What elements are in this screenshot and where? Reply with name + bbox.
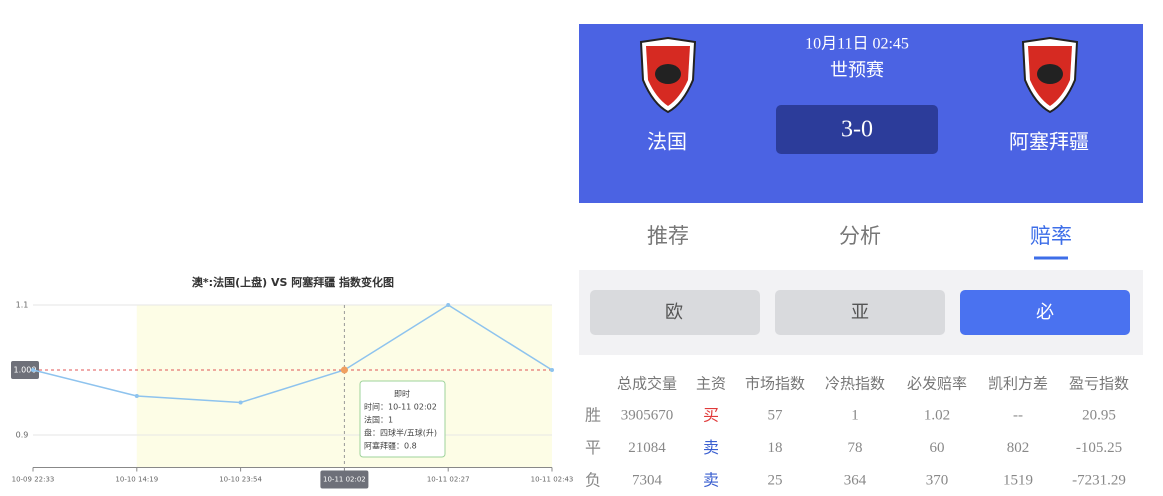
table-cell: 胜 xyxy=(585,406,601,425)
tooltip-line: 阿塞拜疆：0.8 xyxy=(364,441,417,451)
tab[interactable]: 推荐 xyxy=(647,224,689,248)
table-cell: 78 xyxy=(848,440,863,456)
tooltip-line: 时间：10-11 02:02 xyxy=(364,402,437,412)
tooltip-line: 即时 xyxy=(394,389,410,399)
tooltip-line: 盘：四球半/五球(升) xyxy=(364,428,437,438)
home-team: 法国 xyxy=(647,130,687,154)
table-cell: -105.25 xyxy=(1076,440,1122,456)
x-tick-label: 10-10 23:54 xyxy=(219,476,262,484)
table-cell: 1.02 xyxy=(924,407,950,423)
score: 3-0 xyxy=(841,117,873,143)
table-cell: 802 xyxy=(1007,440,1030,456)
series-line xyxy=(32,304,553,404)
table-cell: 7304 xyxy=(632,472,663,488)
table-cell: 20.95 xyxy=(1082,407,1116,423)
pointer-y-label: 1.000 xyxy=(14,366,37,375)
odds-type-button[interactable] xyxy=(590,290,760,335)
table-cell: 370 xyxy=(926,472,949,488)
highlight-band xyxy=(136,305,553,468)
table-cell: 负 xyxy=(585,471,601,490)
odds-type-label[interactable]: 必 xyxy=(1036,302,1054,323)
tooltip xyxy=(359,380,446,458)
table-header: 市场指数 xyxy=(745,375,805,393)
odds-type-label[interactable]: 欧 xyxy=(665,302,683,323)
data-point xyxy=(340,366,348,374)
match-datetime: 10月11日 02:45 xyxy=(805,36,909,53)
x-tick-label: 10-11 02:27 xyxy=(427,476,470,484)
table-cell: 3905670 xyxy=(621,407,674,423)
competition: 世预赛 xyxy=(830,60,884,81)
x-tick-label: 10-09 22:33 xyxy=(12,476,55,484)
table-cell: 买 xyxy=(703,406,719,425)
away-logo xyxy=(1021,36,1079,114)
odds-type-button[interactable] xyxy=(960,290,1130,335)
home-logo xyxy=(639,36,697,114)
data-point xyxy=(446,303,451,307)
table-header: 凯利方差 xyxy=(988,375,1048,393)
data-point xyxy=(550,368,554,372)
table-cell: 1519 xyxy=(1003,472,1033,488)
table-cell: -7231.29 xyxy=(1072,472,1126,488)
x-tick-label: 10-11 02:02 xyxy=(323,476,366,484)
table-cell: 卖 xyxy=(703,438,719,457)
away-team: 阿塞拜疆 xyxy=(1009,130,1089,154)
x-tick-label: 10-10 14:19 xyxy=(115,476,158,484)
table-cell: 60 xyxy=(930,440,945,456)
odds-type-button[interactable] xyxy=(775,290,945,335)
chart-title: 澳*:法国(上盘) VS 阿塞拜疆 指数变化图 xyxy=(192,275,394,289)
tooltip-line: 法国：1 xyxy=(364,415,393,425)
data-point xyxy=(134,394,139,398)
table-cell: 卖 xyxy=(703,471,719,490)
table-header: 盈亏指数 xyxy=(1069,375,1129,393)
data-point xyxy=(31,368,35,372)
table-cell: 平 xyxy=(585,438,601,457)
table-cell: -- xyxy=(1013,407,1023,423)
pointer-x-box xyxy=(320,470,369,489)
table-cell: 21084 xyxy=(628,440,666,456)
x-tick-label: 10-11 02:43 xyxy=(531,476,574,484)
tab[interactable]: 分析 xyxy=(839,224,881,248)
odds-type-label[interactable]: 亚 xyxy=(851,302,869,323)
table-cell: 57 xyxy=(768,407,784,423)
y-tick-label: 1.1 xyxy=(16,301,29,310)
data-point xyxy=(238,400,243,405)
score-box xyxy=(776,105,938,154)
table-cell: 364 xyxy=(844,472,867,488)
table-cell: 18 xyxy=(768,440,783,456)
tab[interactable]: 赔率 xyxy=(1030,224,1072,248)
pointer-y-box xyxy=(11,361,39,379)
table-header: 总成交量 xyxy=(617,375,677,393)
table-header: 主资 xyxy=(696,375,726,393)
y-tick-label: 0.9 xyxy=(16,431,29,440)
table-header: 必发赔率 xyxy=(907,375,967,393)
table-header: 冷热指数 xyxy=(825,375,885,393)
table-cell: 1 xyxy=(851,407,859,423)
table-cell: 25 xyxy=(768,472,783,488)
